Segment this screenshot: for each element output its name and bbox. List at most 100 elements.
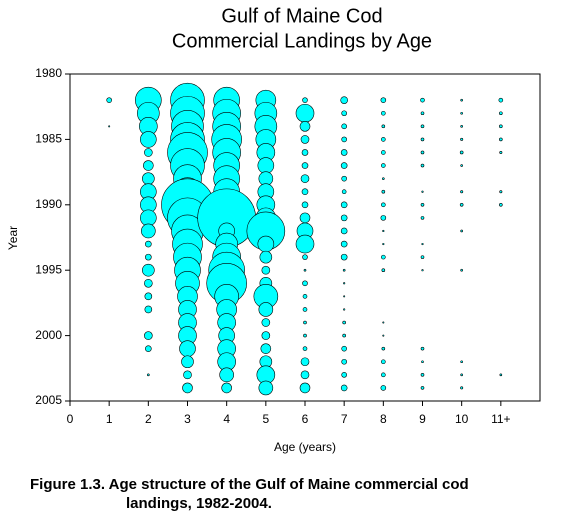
y-tick-label: 1990 bbox=[35, 197, 62, 211]
bubble bbox=[106, 97, 112, 103]
bubble bbox=[261, 331, 271, 340]
x-tick-label: 11+ bbox=[491, 412, 510, 426]
bubble bbox=[260, 343, 272, 354]
bubble bbox=[300, 135, 310, 144]
bubble bbox=[382, 177, 385, 180]
bubble bbox=[420, 150, 425, 155]
bubble bbox=[145, 253, 152, 261]
bubble bbox=[340, 384, 348, 392]
bubble bbox=[381, 254, 386, 260]
bubble bbox=[301, 162, 309, 169]
bubble bbox=[341, 372, 347, 378]
bubble bbox=[183, 370, 192, 380]
bubble bbox=[499, 150, 503, 154]
bubble bbox=[140, 209, 157, 227]
y-axis-label: Year bbox=[6, 226, 20, 250]
bubble bbox=[498, 97, 504, 103]
bubble bbox=[145, 240, 152, 248]
bubble bbox=[420, 346, 425, 351]
bubble bbox=[420, 124, 425, 129]
bubble bbox=[302, 294, 308, 299]
bubble bbox=[179, 340, 196, 357]
x-tick-label: 2 bbox=[145, 412, 152, 426]
caption: Figure 1.3. Age structure of the Gulf of… bbox=[30, 476, 469, 493]
bubble bbox=[340, 96, 348, 104]
bubble bbox=[421, 269, 424, 272]
x-tick-label: 0 bbox=[67, 412, 74, 426]
bubble bbox=[381, 372, 386, 378]
bubble bbox=[219, 367, 234, 383]
bubble bbox=[259, 250, 273, 264]
bubble bbox=[460, 386, 464, 390]
x-tick-label: 8 bbox=[380, 412, 387, 426]
bubble bbox=[145, 345, 152, 352]
bubble bbox=[499, 190, 503, 194]
bubble bbox=[499, 111, 503, 116]
bubble bbox=[340, 149, 348, 156]
bubble bbox=[302, 280, 308, 287]
bubble bbox=[381, 163, 386, 168]
bubble bbox=[381, 359, 386, 365]
bubble bbox=[342, 320, 346, 325]
bubble bbox=[300, 370, 310, 380]
y-tick-label: 1980 bbox=[35, 66, 62, 80]
bubble bbox=[381, 124, 386, 129]
bubble bbox=[302, 254, 308, 260]
bubble bbox=[144, 148, 153, 157]
bubble bbox=[343, 295, 346, 298]
bubble bbox=[460, 360, 463, 364]
bubble bbox=[301, 149, 309, 156]
bubble bbox=[341, 136, 347, 143]
bubble bbox=[182, 382, 193, 394]
bubble bbox=[299, 382, 311, 394]
bubble bbox=[221, 382, 232, 394]
bubble bbox=[382, 334, 385, 337]
x-axis-label: Age (years) bbox=[274, 440, 336, 454]
bubble bbox=[381, 346, 386, 351]
bubble bbox=[460, 111, 463, 115]
bubble bbox=[140, 131, 157, 148]
chart-title: Commercial Landings by Age bbox=[172, 30, 432, 52]
bubble bbox=[460, 137, 464, 141]
bubble bbox=[340, 253, 348, 261]
bubble bbox=[340, 162, 348, 169]
bubble bbox=[460, 373, 463, 377]
bubble bbox=[300, 174, 310, 183]
x-tick-label: 9 bbox=[419, 412, 426, 426]
bubble bbox=[301, 188, 309, 196]
bubble bbox=[142, 172, 155, 185]
bubble bbox=[420, 163, 425, 168]
bubble bbox=[144, 305, 153, 314]
bubble bbox=[421, 242, 424, 246]
x-tick-label: 3 bbox=[184, 412, 191, 426]
y-tick-label: 2005 bbox=[35, 393, 62, 407]
bubble bbox=[343, 308, 346, 311]
bubble bbox=[341, 110, 347, 117]
bubble bbox=[459, 150, 464, 155]
bubble bbox=[459, 203, 464, 207]
bubble bbox=[420, 111, 425, 116]
x-tick-label: 7 bbox=[341, 412, 348, 426]
bubble bbox=[341, 175, 347, 182]
bubble bbox=[460, 190, 464, 194]
bubble bbox=[381, 110, 386, 116]
bubble bbox=[342, 333, 346, 338]
bubble bbox=[380, 215, 387, 221]
x-tick-label: 10 bbox=[455, 412, 469, 426]
bubble bbox=[299, 212, 311, 224]
bubble bbox=[380, 97, 387, 103]
bubble bbox=[340, 201, 348, 209]
caption: landings, 1982-2004. bbox=[126, 495, 272, 512]
chart-title: Gulf of Maine Cod bbox=[221, 5, 382, 27]
bubble bbox=[420, 137, 425, 142]
bubble bbox=[261, 318, 271, 327]
bubble bbox=[340, 240, 348, 248]
bubble bbox=[341, 345, 347, 352]
bubble bbox=[499, 203, 503, 207]
bubble bbox=[421, 190, 424, 193]
bubble bbox=[141, 223, 156, 239]
bubble bbox=[421, 360, 424, 364]
bubble bbox=[381, 137, 386, 142]
bubble bbox=[300, 357, 310, 367]
bubble bbox=[420, 373, 425, 377]
